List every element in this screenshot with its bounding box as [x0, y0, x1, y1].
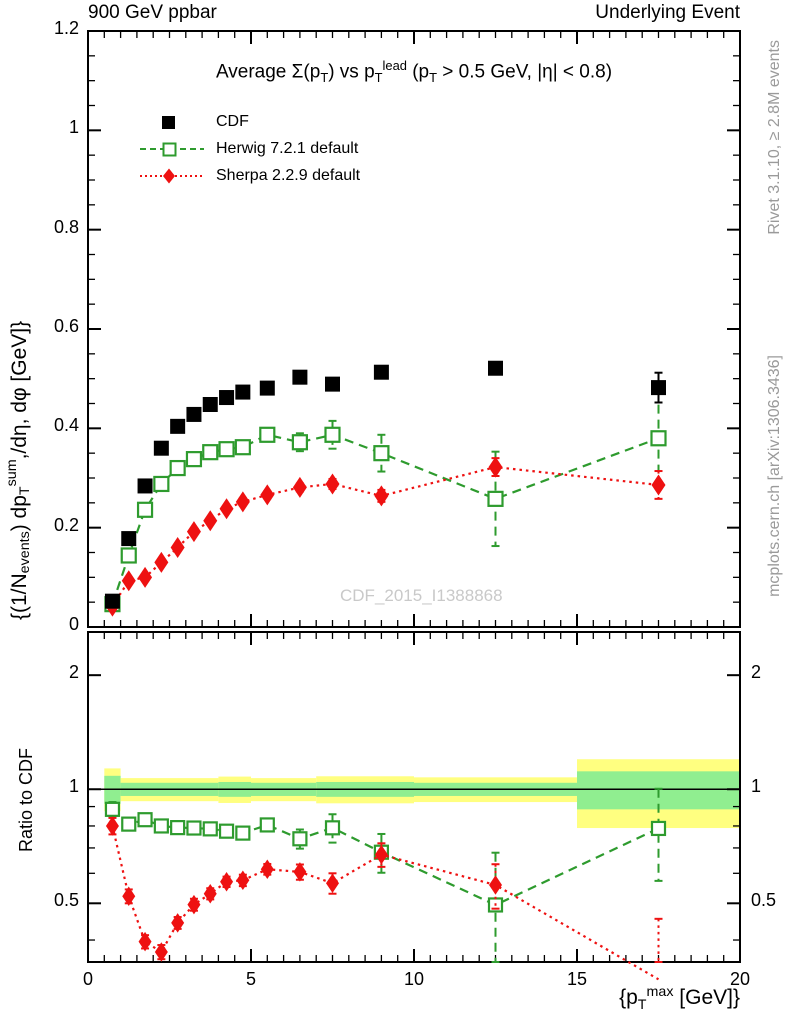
tick-label: 0.5 [751, 890, 777, 911]
tick-label: 2 [68, 662, 79, 683]
tick-label: 5 [245, 969, 257, 989]
tick-label: 0.4 [53, 415, 79, 436]
header-right: Underlying Event [595, 2, 740, 23]
tick-label: 20 [729, 969, 751, 989]
tick-label: 0.5 [53, 890, 79, 911]
tick-label: 1 [751, 776, 762, 797]
x-axis-label-b: [GeV]} [673, 986, 740, 1009]
tick-label: 1 [68, 776, 79, 797]
tick-label: 1 [68, 117, 79, 138]
tick-label: 15 [566, 969, 588, 989]
header-left: 900 GeV ppbar [88, 2, 217, 23]
x-axis-label-a: {p [619, 986, 638, 1009]
x-axis-label-sup: max [646, 984, 674, 1000]
tick-label: 2 [751, 662, 762, 683]
tick-label: 1.2 [53, 18, 79, 38]
x-axis-label: {pTmax [GeV]} [619, 984, 740, 1013]
tick-label: 0 [82, 969, 94, 989]
tick-label: 0 [68, 614, 79, 634]
tick-label: 0.6 [53, 316, 79, 336]
x-axis-label-sub: T [637, 997, 647, 1014]
tick-label: 0.2 [53, 514, 79, 535]
tick-label: 0.8 [53, 216, 79, 237]
tick-label: 10 [403, 969, 425, 989]
